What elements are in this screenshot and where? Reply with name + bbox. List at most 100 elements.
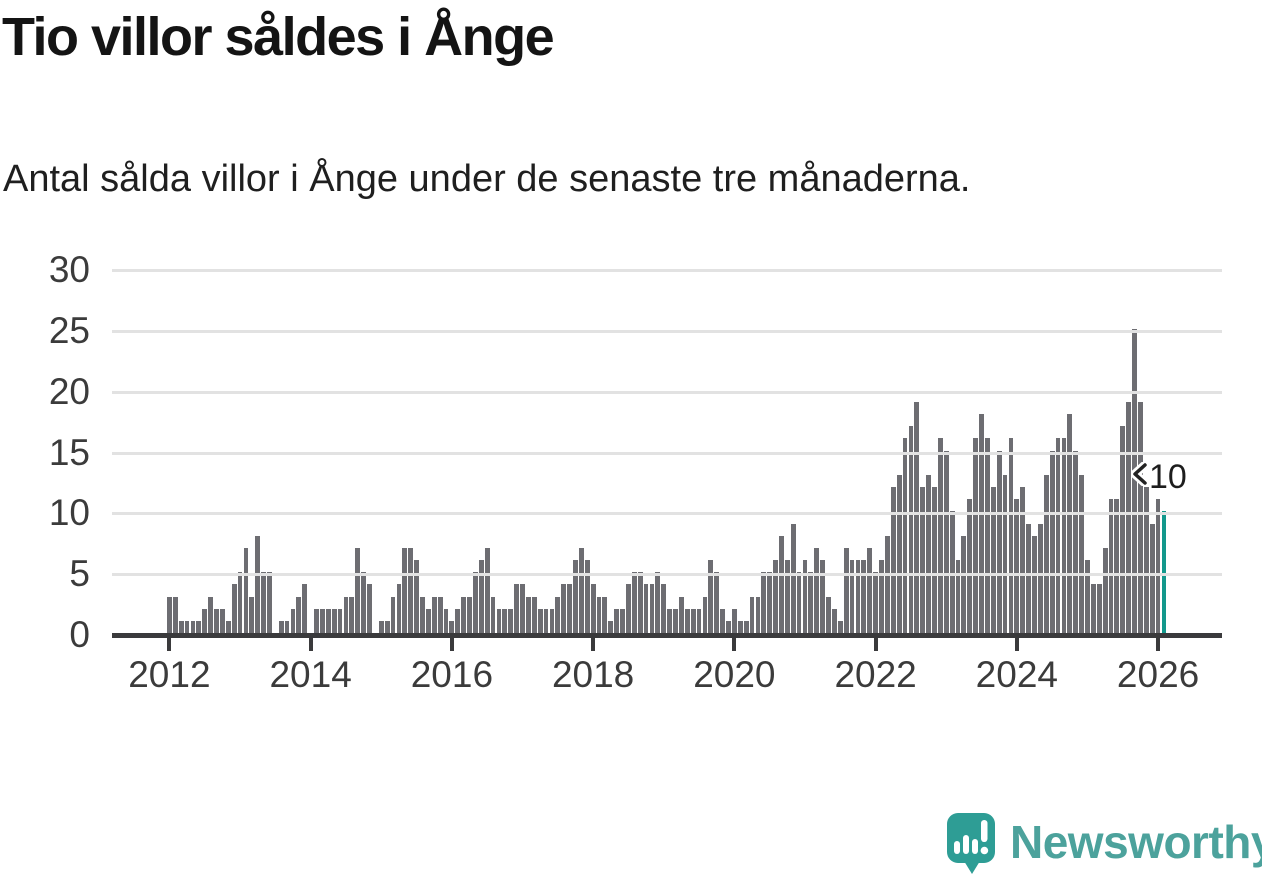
bar [425,608,431,633]
bar [690,608,696,633]
bar [284,620,290,633]
bar [420,596,425,633]
bar [367,584,372,633]
x-axis-label: 2022 [834,654,917,695]
y-axis-label: 25 [48,309,90,351]
x-axis-tick [873,638,878,651]
bar [584,560,590,633]
bar [702,596,708,633]
bar [520,584,525,633]
bar [573,560,578,633]
bar [237,572,243,633]
bar [608,620,614,633]
gridline [112,573,1222,577]
bar [414,560,419,633]
x-axis-label: 2018 [551,654,635,695]
gridline [112,451,1222,455]
bar [784,560,790,633]
bar [1008,438,1014,633]
bar [267,572,272,633]
bar [696,608,702,633]
bar [1079,474,1084,633]
last-value-annotation: 10 [1130,458,1187,496]
bar [1055,438,1061,633]
bar [1108,499,1114,633]
bar [890,487,896,633]
bar [196,620,202,633]
bar [814,547,820,633]
bar [190,620,196,633]
bar [225,620,231,633]
bar [614,608,620,633]
x-axis-tick [308,638,313,651]
bar [337,608,343,633]
bar [867,547,873,633]
bar [1090,584,1096,633]
x-axis-label: 2024 [975,654,1058,695]
bar [455,608,461,633]
bar [384,620,390,633]
bar [296,596,302,633]
x-axis-label: 2020 [693,654,776,695]
bar [514,584,519,633]
bar [879,560,884,633]
bar [761,572,767,633]
bar [637,572,643,633]
newsworthy-logo: Newsworthy [946,810,1262,879]
bar [914,401,920,633]
bar [543,608,549,633]
x-axis-label: 2014 [269,654,352,695]
bar [649,584,655,633]
bar [361,572,366,633]
y-axis-label: 0 [69,614,90,655]
bar [779,535,784,633]
x-axis-line [112,633,1222,638]
bar [467,596,472,633]
bar [461,596,467,633]
bar [926,474,931,633]
bar [943,450,949,633]
bar [631,572,637,633]
bar [537,608,543,633]
bar [884,535,890,633]
bar [484,547,490,633]
bar [808,572,814,633]
bar [1026,523,1031,633]
chart-title: Tio villor såldes i Ånge [2,7,555,67]
bar [684,608,690,633]
y-axis-label: 10 [48,492,90,534]
bar [596,596,602,633]
bar [278,620,284,633]
y-axis-label: 15 [48,431,90,473]
x-axis-tick [1014,638,1019,651]
bar [667,608,673,633]
bar [1120,426,1126,633]
bar [655,572,661,633]
bar [1155,499,1161,633]
bar [755,596,761,633]
bar [331,608,337,633]
bar [1126,401,1132,633]
bar [449,620,455,633]
bar [626,584,631,633]
bar [1085,560,1090,633]
bar [1032,535,1037,633]
bar [920,487,926,633]
bar [749,596,755,633]
bar [1049,450,1055,633]
bar [302,584,308,633]
bar [378,620,384,633]
bar [208,596,213,633]
bar [990,487,996,633]
bar [643,584,649,633]
bar [431,596,437,633]
y-axis-label: 30 [48,249,90,290]
bar [290,608,296,633]
bar [402,547,408,633]
bar [731,608,737,633]
bar [320,608,325,633]
bar [1149,523,1155,633]
bar [802,560,808,633]
bar [549,608,555,633]
